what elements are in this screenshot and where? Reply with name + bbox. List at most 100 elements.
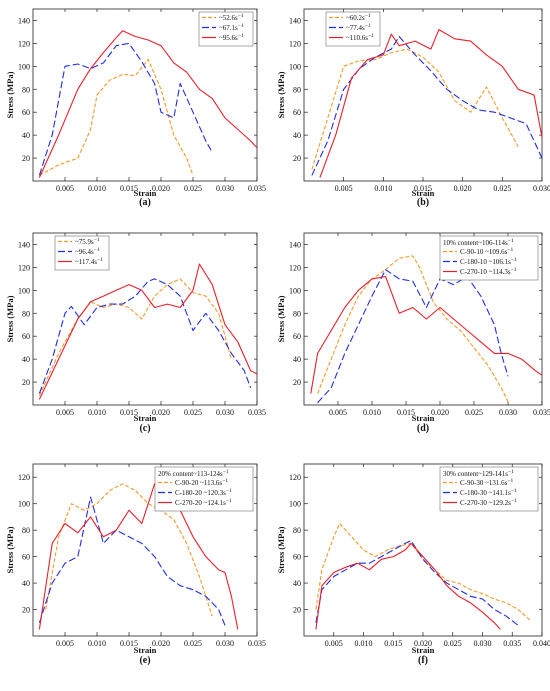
plot-frame: [32, 8, 258, 182]
panel-letter: (c): [139, 423, 150, 434]
x-tick-label: 0.010: [88, 408, 106, 417]
x-tick-label: 0.025: [465, 408, 483, 417]
y-tick-label: 140: [18, 16, 30, 25]
x-tick-label: 0.030: [216, 184, 234, 193]
panel-letter: (e): [139, 655, 150, 666]
series-line-2: [315, 540, 519, 626]
legend: ~75.9s−1~96.4s−1~117.4s−1: [54, 235, 110, 271]
x-tick-label: 0.010: [363, 408, 381, 417]
y-tick-label: 20: [293, 606, 301, 615]
y-tick-label: 140: [289, 16, 301, 25]
y-tick-label: 100: [18, 500, 30, 509]
panel-letter: (a): [139, 197, 151, 208]
y-axis-label: Stress (MPa): [5, 71, 15, 118]
legend-entry-label: ~77.4s−1: [346, 23, 371, 32]
y-tick-label: 120: [18, 263, 30, 272]
x-tick-label: 0.025: [184, 184, 202, 193]
x-tick-label: 0.035: [248, 184, 266, 193]
x-tick-label: 0.020: [152, 408, 170, 417]
y-tick-label: 120: [289, 473, 301, 482]
x-tick-label: 0.005: [56, 408, 74, 417]
x-tick-label: 0.035: [533, 408, 550, 417]
series-line-2: [38, 496, 226, 626]
x-axis-label: Strain: [134, 413, 157, 423]
x-tick-label: 0.020: [152, 639, 170, 648]
x-tick-label: 0.030: [216, 639, 234, 648]
x-tick-label: 0.020: [431, 408, 449, 417]
y-tick-label: 100: [289, 286, 301, 295]
y-tick-label: 80: [293, 526, 301, 535]
x-tick-label: 0.035: [248, 408, 266, 417]
plot-frame: [32, 232, 258, 406]
legend-box: [154, 466, 254, 512]
x-tick-label: 0.010: [88, 639, 106, 648]
x-tick-label: 0.035: [503, 639, 521, 648]
legend-box: [439, 235, 539, 281]
x-tick-label: 0.030: [216, 408, 234, 417]
legend: 20% content~113-124s−1C-90-20 ~113.6s−1C…: [154, 466, 254, 512]
y-tick-label: 140: [289, 240, 301, 249]
y-tick-label: 40: [293, 131, 301, 140]
y-tick-label: 60: [22, 553, 30, 562]
legend-entry-label: C-270-10 ~114.3s−1: [460, 267, 517, 276]
x-tick-label: 0.015: [120, 184, 138, 193]
chart-panel-e: 0.005 0.010 0.015 0.020 0.025 0.030 0.035 20 40 6…: [5, 463, 266, 666]
x-tick-label: 0.025: [184, 408, 202, 417]
legend-entry-label: ~75.9s−1: [75, 237, 100, 246]
x-tick-label: 0.015: [397, 408, 415, 417]
x-tick-label: 0.015: [120, 408, 138, 417]
y-tick-label: 80: [22, 526, 30, 535]
x-tick-label: 0.035: [248, 639, 266, 648]
x-tick-label: 0.030: [474, 639, 492, 648]
series-line-1: [38, 278, 232, 397]
x-tick-label: 0.010: [355, 639, 373, 648]
y-tick-label: 120: [18, 473, 30, 482]
y-tick-label: 100: [289, 62, 301, 71]
y-tick-label: 120: [289, 263, 301, 272]
legend-entry-label: ~52.6s−1: [219, 13, 244, 22]
y-tick-label: 20: [293, 378, 301, 387]
x-tick-label: 0.010: [374, 184, 392, 193]
x-axis-label: Strain: [134, 188, 157, 198]
x-axis-label: Strain: [412, 413, 435, 423]
y-tick-label: 40: [22, 579, 30, 588]
y-tick-label: 40: [22, 131, 30, 140]
series-line-3: [38, 483, 239, 630]
legend-entry-label: C-180-10 ~106.1s−1: [460, 257, 517, 266]
y-tick-label: 60: [293, 553, 301, 562]
chart-panel-d: 0.005 0.010 0.015 0.020 0.025 0.030 0.035 20 40 6…: [276, 232, 550, 434]
y-tick-label: 60: [22, 332, 30, 341]
y-tick-label: 120: [18, 39, 30, 48]
y-tick-label: 20: [22, 154, 30, 163]
legend: ~60.2s−1~77.4s−1~110.6s−1: [325, 11, 381, 47]
series-line-2: [38, 42, 213, 176]
x-tick-label: 0.015: [384, 639, 402, 648]
y-tick-label: 80: [22, 85, 30, 94]
legend-entry-label: ~110.6s−1: [346, 33, 374, 42]
legend-entry-label: C-180-30 ~141.1s−1: [460, 488, 517, 497]
x-tick-label: 0.005: [56, 639, 74, 648]
y-tick-label: 80: [22, 309, 30, 318]
series-line-1: [45, 483, 213, 617]
y-axis-label: Stress (MPa): [276, 71, 286, 118]
legend-title: 10% content~106-114s−1: [443, 238, 514, 247]
chart-panel-a: 0.005 0.010 0.015 0.020 0.025 0.030 0.035 20 40 6…: [5, 8, 266, 208]
legend-title: 30% content~129-141s−1: [443, 469, 514, 478]
legend-entry-label: C-90-30 ~131.6s−1: [460, 478, 513, 487]
x-tick-label: 0.025: [184, 639, 202, 648]
chart-panel-b: 0.005 0.010 0.015 0.020 0.025 0.030 20 40 60 80 10…: [276, 8, 550, 208]
y-axis-label: Stress (MPa): [276, 526, 286, 573]
y-tick-label: 80: [293, 85, 301, 94]
y-tick-label: 100: [289, 500, 301, 509]
legend-entry-label: C-90-10 ~109.6s−1: [460, 247, 513, 256]
series-line-1: [315, 522, 531, 621]
series-line-2: [38, 278, 252, 394]
chart-panel-c: 0.005 0.010 0.015 0.020 0.025 0.030 0.035 20 40 6…: [5, 232, 266, 434]
series-line-2: [311, 35, 543, 176]
legend-title: 20% content~113-124s−1: [158, 469, 229, 478]
legend: ~52.6s−1~67.1s−1~95.6s−1: [198, 11, 254, 47]
y-tick-label: 100: [18, 62, 30, 71]
y-tick-label: 60: [293, 332, 301, 341]
series-line-2: [317, 269, 509, 404]
x-tick-label: 0.005: [329, 408, 347, 417]
